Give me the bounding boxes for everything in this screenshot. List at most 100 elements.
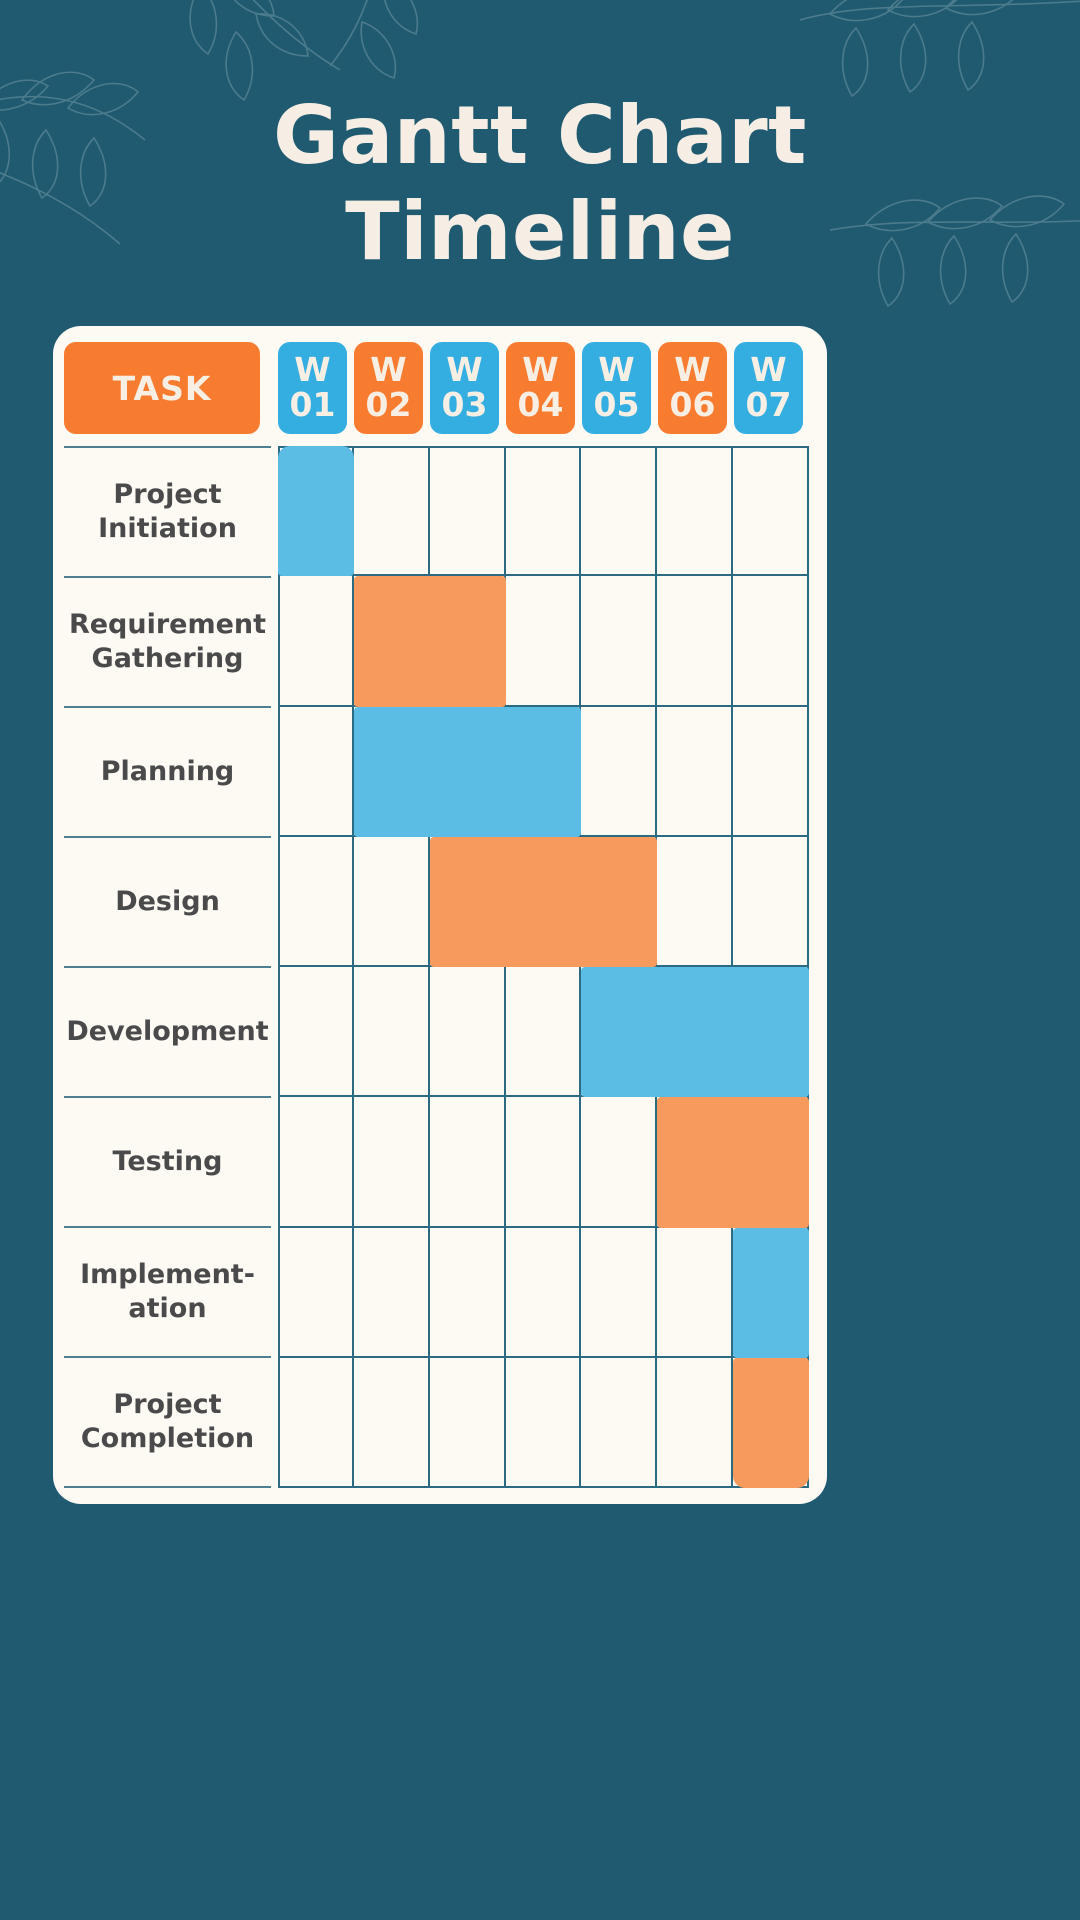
gantt-grid-cell[interactable] (505, 1227, 582, 1358)
task-label-text: Requirement Gathering (69, 608, 266, 676)
gantt-grid-cell[interactable] (278, 836, 354, 967)
task-label-line: Testing (112, 1146, 223, 1177)
gantt-grid-cell[interactable] (353, 446, 430, 577)
gantt-bar[interactable] (581, 967, 809, 1098)
gantt-grid-cell[interactable] (353, 1357, 430, 1488)
gantt-grid-cell[interactable] (733, 836, 809, 967)
gantt-chart-card: TASK W 01 W 02 W 03 W 04 W 05 W 06 W 07 Project Initia… (53, 326, 827, 1504)
gantt-header-row: TASK W 01 W 02 W 03 W 04 W 05 W 06 W 07 (64, 342, 803, 434)
week-header-01[interactable]: W 01 (278, 342, 347, 434)
gantt-grid-cell[interactable] (278, 967, 354, 1098)
week-header-05[interactable]: W 05 (582, 342, 651, 434)
week-header-number: 01 (289, 385, 336, 424)
week-header-list: W 01 W 02 W 03 W 04 W 05 W 06 W 07 (278, 342, 803, 434)
gantt-grid-cell[interactable] (657, 836, 734, 967)
gantt-grid-cell[interactable] (353, 836, 430, 967)
task-label-line: Project (113, 479, 222, 510)
task-label-line: Initiation (98, 513, 237, 544)
task-label-text: Development (66, 1015, 268, 1049)
gantt-grid-cell[interactable] (278, 1097, 354, 1228)
gantt-grid-cell[interactable] (581, 1097, 658, 1228)
gantt-grid-cell[interactable] (353, 1097, 430, 1228)
gantt-bar[interactable] (353, 706, 582, 837)
gantt-grid-cell[interactable] (278, 1357, 354, 1488)
gantt-grid-cell[interactable] (581, 576, 658, 707)
week-header-prefix: W (750, 350, 787, 389)
week-header-06[interactable]: W 06 (658, 342, 727, 434)
task-label-text: Planning (101, 755, 235, 789)
task-label-text: Design (115, 885, 220, 919)
gantt-grid-cell[interactable] (581, 1357, 658, 1488)
gantt-grid-cell[interactable] (505, 1097, 582, 1228)
gantt-grid-cell[interactable] (657, 446, 734, 577)
task-label-line: Gathering (91, 643, 244, 674)
gantt-bar[interactable] (353, 576, 506, 707)
week-header-number: 06 (669, 385, 716, 424)
gantt-grid-cell[interactable] (505, 1357, 582, 1488)
week-header-prefix: W (522, 350, 559, 389)
week-header-number: 04 (517, 385, 564, 424)
task-label-line: Completion (80, 1423, 255, 1454)
gantt-grid-cell[interactable] (429, 446, 506, 577)
task-label-cell[interactable]: Project Completion (64, 1356, 271, 1488)
task-label-line: Implement- (80, 1259, 255, 1290)
gantt-grid-cell[interactable] (733, 706, 809, 837)
task-label-text: Project Completion (81, 1388, 254, 1456)
task-label-line: ation (128, 1293, 207, 1324)
gantt-grid-cell[interactable] (581, 706, 658, 837)
gantt-grid-cell[interactable] (505, 576, 582, 707)
task-label-cell[interactable]: Project Initiation (64, 446, 271, 576)
task-label-cell[interactable]: Testing (64, 1096, 271, 1226)
gantt-bar[interactable] (657, 1097, 809, 1228)
gantt-grid-cell[interactable] (581, 1227, 658, 1358)
gantt-grid-cell[interactable] (353, 1227, 430, 1358)
gantt-grid-cell[interactable] (429, 1227, 506, 1358)
gantt-grid-cell[interactable] (657, 576, 734, 707)
task-label-text: Project Initiation (98, 478, 237, 546)
task-label-line: Design (115, 886, 220, 917)
week-header-03[interactable]: W 03 (430, 342, 499, 434)
gantt-grid-cell[interactable] (581, 446, 658, 577)
gantt-grid-cell[interactable] (733, 446, 809, 577)
gantt-grid-cell[interactable] (657, 706, 734, 837)
gantt-grid-cell[interactable] (733, 576, 809, 707)
gantt-bar[interactable] (733, 1227, 809, 1358)
gantt-grid-cell[interactable] (429, 1357, 506, 1488)
week-header-07[interactable]: W 07 (734, 342, 803, 434)
week-header-04[interactable]: W 04 (506, 342, 575, 434)
week-header-prefix: W (370, 350, 407, 389)
task-label-cell[interactable]: Implement-ation (64, 1226, 271, 1356)
gantt-grid-cell[interactable] (505, 967, 582, 1098)
week-header-number: 02 (365, 385, 412, 424)
task-label-cell[interactable]: Planning (64, 706, 271, 836)
gantt-grid-cell[interactable] (429, 967, 506, 1098)
task-label-column: Project Initiation Requirement Gathering Pla… (64, 446, 271, 1488)
week-header-prefix: W (294, 350, 331, 389)
gantt-grid-cell[interactable] (278, 576, 354, 707)
gantt-body: Project Initiation Requirement Gathering Pla… (64, 446, 816, 1488)
gantt-grid-cell[interactable] (278, 1227, 354, 1358)
gantt-bar[interactable] (278, 446, 354, 577)
gantt-bar[interactable] (429, 836, 658, 967)
week-header-02[interactable]: W 02 (354, 342, 423, 434)
task-label-text: Implement-ation (80, 1258, 255, 1326)
gantt-grid-cell[interactable] (657, 1227, 734, 1358)
task-label-line: Development (66, 1016, 269, 1047)
task-label-cell[interactable]: Development (64, 966, 271, 1096)
task-column-header: TASK (64, 342, 260, 434)
task-column-header-label: TASK (112, 368, 212, 408)
gantt-grid-cell[interactable] (353, 967, 430, 1098)
week-header-number: 07 (745, 385, 792, 424)
gantt-grid-cell[interactable] (278, 706, 354, 837)
task-label-cell[interactable]: Requirement Gathering (64, 576, 271, 706)
task-label-cell[interactable]: Design (64, 836, 271, 966)
gantt-grid-cell[interactable] (505, 446, 582, 577)
title-line-1: Gantt Chart (273, 89, 807, 182)
title-line-2: Timeline (345, 185, 735, 278)
gantt-bar[interactable] (733, 1357, 809, 1488)
week-header-number: 03 (441, 385, 488, 424)
gantt-grid-cell[interactable] (429, 1097, 506, 1228)
week-header-prefix: W (598, 350, 635, 389)
gantt-grid-wrap (278, 446, 809, 1488)
gantt-grid-cell[interactable] (657, 1357, 734, 1488)
